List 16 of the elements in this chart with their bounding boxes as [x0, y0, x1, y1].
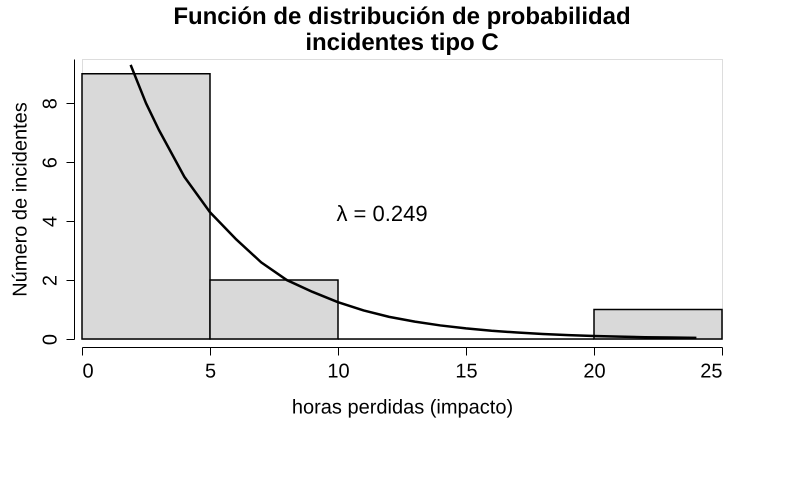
x-tick-label: 25 [700, 360, 722, 382]
annotation: λ = 0.249 [336, 201, 428, 226]
x-tick-label: 0 [82, 360, 94, 382]
x-tick-label: 15 [455, 360, 478, 382]
y-axis-title: Número de incidentes [10, 102, 32, 297]
y-tick-label: 2 [40, 274, 62, 286]
text: incidentes tipo C [305, 29, 499, 56]
x-tick-label: 5 [204, 360, 216, 382]
x-tick-label: 20 [583, 360, 606, 382]
y-tick-label: 4 [40, 216, 62, 228]
text: Función de distribución de probabilidad [173, 3, 631, 30]
y-tick-label: 0 [40, 334, 62, 346]
y-tick-label: 6 [40, 157, 62, 168]
y-tick-label: 8 [40, 98, 62, 110]
x-axis-title: horas perdidas (impacto) [292, 396, 514, 418]
x-tick-label: 10 [327, 360, 350, 382]
